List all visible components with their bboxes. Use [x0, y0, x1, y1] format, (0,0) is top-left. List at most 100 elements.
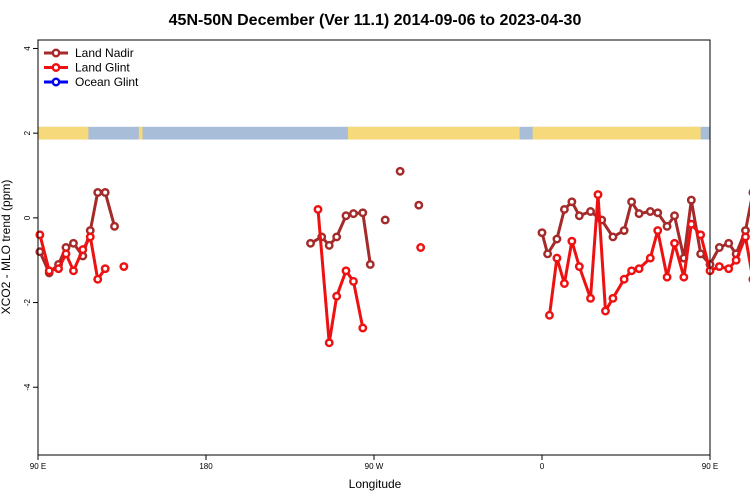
data-point	[395, 166, 405, 176]
data-point	[714, 243, 724, 252]
land-band-segment	[532, 126, 701, 140]
y-tick-label: -2	[23, 298, 32, 306]
data-point	[341, 266, 351, 276]
data-point	[567, 197, 577, 207]
data-point	[324, 338, 334, 348]
data-point	[93, 274, 103, 284]
land-band-segment	[38, 126, 89, 140]
x-axis: 90 E 180 90 W 0 90 E	[30, 455, 718, 471]
legend-item: Land Nadir	[44, 46, 134, 60]
data-point	[662, 272, 672, 282]
series-land-glint	[35, 190, 750, 348]
data-point	[69, 238, 78, 248]
x-tick-label: 90 E	[30, 462, 46, 471]
y-tick-label: 4	[23, 46, 32, 51]
x-tick-label: 180	[199, 462, 213, 471]
legend-marker	[51, 63, 61, 72]
data-point	[119, 262, 129, 272]
legend-marker	[51, 77, 61, 87]
data-point	[608, 293, 618, 303]
series-layer	[35, 166, 750, 348]
y-axis: -4 -2 0 2 4	[23, 46, 38, 391]
y-axis-label: XCO2 - MLO trend (ppm)	[0, 180, 13, 315]
data-point	[358, 208, 368, 218]
data-point	[69, 266, 78, 276]
data-point	[332, 232, 342, 242]
data-point	[100, 264, 110, 274]
data-point	[627, 266, 637, 276]
data-point	[559, 204, 569, 214]
data-point	[416, 243, 426, 252]
legend-item: Land Glint	[44, 61, 130, 75]
data-point	[358, 323, 368, 333]
data-point	[414, 200, 424, 210]
data-point	[627, 197, 637, 207]
series-line	[316, 209, 365, 345]
y-tick-label: -4	[23, 383, 32, 391]
data-point	[552, 234, 562, 244]
data-point	[552, 253, 562, 263]
data-point	[601, 306, 610, 316]
x-tick-label: 90 E	[702, 462, 718, 471]
data-point	[731, 255, 741, 265]
data-point	[567, 236, 577, 246]
data-point	[44, 266, 54, 276]
data-point	[696, 249, 706, 259]
data-point	[559, 279, 569, 288]
data-point	[54, 264, 63, 274]
data-point	[543, 249, 553, 259]
data-point	[349, 276, 358, 286]
data-point	[93, 187, 103, 197]
data-point	[653, 208, 663, 218]
data-point	[619, 226, 629, 236]
data-point	[380, 215, 390, 225]
data-point	[645, 207, 655, 216]
data-point	[313, 204, 323, 214]
data-point	[537, 228, 547, 238]
data-point	[686, 219, 696, 229]
legend-label: Ocean Glint	[75, 75, 139, 89]
data-point	[574, 211, 584, 221]
land-band-segment	[347, 126, 520, 140]
data-point	[670, 238, 679, 248]
y-tick-label: 0	[23, 215, 32, 220]
data-point	[110, 221, 119, 231]
data-point	[85, 232, 95, 242]
x-tick-label: 90 W	[365, 462, 384, 471]
y-tick-label: 2	[23, 130, 32, 135]
x-tick-label: 0	[540, 462, 545, 471]
data-point	[679, 272, 689, 282]
data-point	[349, 209, 358, 219]
data-point	[634, 209, 644, 219]
data-point	[324, 240, 334, 250]
data-point	[714, 262, 724, 272]
data-point	[662, 221, 672, 231]
data-point	[741, 232, 750, 242]
data-point	[724, 238, 734, 248]
chart-title: 45N-50N December (Ver 11.1) 2014-09-06 t…	[169, 12, 582, 29]
data-point	[653, 226, 663, 236]
data-point	[332, 291, 342, 301]
data-point	[634, 264, 644, 274]
data-point	[341, 211, 351, 221]
data-point	[61, 249, 71, 259]
legend-label: Land Glint	[75, 61, 130, 75]
series-land-nadir	[35, 166, 750, 278]
data-point	[645, 253, 655, 263]
data-point	[670, 211, 679, 221]
land-band-segment	[138, 126, 143, 140]
data-point	[586, 293, 595, 303]
data-point	[100, 187, 110, 197]
data-point	[619, 274, 629, 284]
data-point	[306, 238, 315, 248]
data-point	[78, 245, 88, 255]
data-point	[724, 264, 734, 274]
data-point	[696, 230, 706, 240]
data-point	[574, 262, 584, 272]
legend-item: Ocean Glint	[44, 75, 139, 89]
data-point	[593, 190, 603, 200]
land-ocean-band	[38, 126, 710, 140]
data-point	[586, 207, 595, 216]
